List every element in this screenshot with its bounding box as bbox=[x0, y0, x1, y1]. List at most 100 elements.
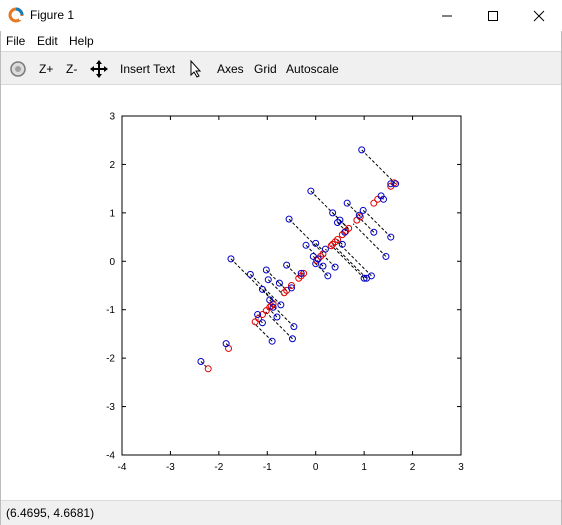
data-point bbox=[343, 199, 351, 207]
y-tick-label: 3 bbox=[109, 112, 115, 123]
projection-line bbox=[331, 245, 365, 279]
maximize-button[interactable] bbox=[470, 0, 516, 31]
window-titlebar: Figure 1 bbox=[0, 0, 562, 31]
scatter-plot[interactable]: -4 -3 -2 -1 0 1 2 3 3 2 1 0 -1 -2 -3 -4 bbox=[1, 85, 561, 500]
data-point bbox=[297, 269, 305, 277]
data-point bbox=[331, 263, 339, 271]
projected-point bbox=[356, 213, 364, 221]
close-icon bbox=[533, 10, 545, 21]
data-point bbox=[367, 272, 375, 280]
projection-line bbox=[289, 286, 292, 289]
data-point bbox=[324, 272, 332, 280]
data-point bbox=[222, 340, 230, 348]
data-point bbox=[392, 180, 400, 188]
figure-canvas[interactable]: -4 -3 -2 -1 0 1 2 3 3 2 1 0 -1 -2 -3 -4 bbox=[1, 85, 561, 500]
x-tick-label: -1 bbox=[263, 462, 272, 473]
data-point bbox=[382, 252, 390, 260]
x-tick-label: 1 bbox=[361, 462, 367, 473]
data-point bbox=[359, 206, 367, 214]
data-point bbox=[288, 284, 295, 292]
cursor-coordinates: (6.4695, 4.6681) bbox=[6, 506, 95, 520]
projected-point bbox=[300, 269, 308, 277]
data-point bbox=[283, 261, 291, 269]
projection-line bbox=[394, 182, 396, 185]
window-border-left bbox=[0, 31, 1, 525]
projected-point bbox=[317, 252, 325, 260]
x-tick-label: 0 bbox=[313, 462, 319, 473]
menu-help[interactable]: Help bbox=[69, 34, 94, 48]
minimize-button[interactable] bbox=[424, 0, 470, 31]
projected-point bbox=[204, 365, 212, 373]
projection-line bbox=[337, 239, 343, 245]
data-point bbox=[197, 358, 205, 366]
projected-point bbox=[329, 240, 337, 248]
projection-line bbox=[249, 274, 277, 301]
projected-point bbox=[331, 238, 339, 246]
maximize-icon bbox=[488, 10, 498, 21]
projection-line bbox=[253, 322, 273, 342]
data-point bbox=[264, 276, 272, 284]
grid-button[interactable]: Grid bbox=[254, 62, 277, 76]
projected-point bbox=[280, 289, 288, 297]
projection-line bbox=[310, 190, 349, 229]
data-point bbox=[336, 216, 344, 224]
y-tick-label: 2 bbox=[109, 160, 115, 171]
figure-toolbar: Z+ Z- Insert Text Axes Grid Autoscale bbox=[0, 51, 562, 85]
projection-line bbox=[337, 222, 347, 232]
projection-line bbox=[362, 210, 366, 213]
rotate-icon[interactable] bbox=[8, 59, 28, 79]
projection-line bbox=[358, 217, 375, 233]
menu-edit[interactable]: Edit bbox=[37, 34, 58, 48]
data-point bbox=[258, 285, 266, 293]
projection-line bbox=[268, 308, 278, 318]
data-point bbox=[268, 337, 276, 345]
menu-file[interactable]: File bbox=[6, 34, 26, 48]
projection-line bbox=[335, 240, 372, 277]
y-tick-label: 0 bbox=[109, 257, 115, 268]
data-point bbox=[288, 335, 296, 343]
data-point bbox=[277, 301, 285, 309]
projection-line bbox=[339, 219, 349, 229]
plot-axes-box bbox=[121, 115, 462, 456]
insert-text-button[interactable]: Insert Text bbox=[120, 62, 176, 76]
data-point bbox=[275, 279, 283, 287]
projected-point bbox=[370, 199, 378, 207]
select-pointer-icon[interactable] bbox=[186, 59, 206, 79]
data-point bbox=[329, 209, 337, 217]
pan-icon[interactable] bbox=[89, 59, 109, 79]
y-tick-label: -3 bbox=[106, 402, 115, 413]
data-point bbox=[314, 255, 322, 263]
data-point bbox=[387, 180, 395, 188]
zoom-in-button[interactable]: Z+ bbox=[39, 62, 54, 76]
projection-line bbox=[352, 223, 387, 257]
data-point bbox=[227, 255, 235, 263]
data-point bbox=[254, 311, 262, 319]
data-point bbox=[387, 233, 395, 241]
projection-line bbox=[264, 311, 293, 340]
data-point bbox=[338, 240, 346, 248]
data-point bbox=[258, 319, 266, 327]
projection-line bbox=[300, 273, 303, 275]
projection-line bbox=[325, 248, 327, 251]
projection-line bbox=[361, 149, 395, 183]
axes-button[interactable]: Axes bbox=[217, 62, 244, 76]
data-point bbox=[285, 215, 293, 223]
y-tick-label: -1 bbox=[106, 305, 115, 316]
autoscale-button[interactable]: Autoscale bbox=[286, 62, 339, 76]
projected-point bbox=[334, 235, 342, 243]
data-point bbox=[380, 195, 388, 203]
data-point bbox=[312, 239, 320, 247]
data-point bbox=[246, 270, 254, 278]
projected-point bbox=[288, 282, 295, 289]
close-button[interactable] bbox=[516, 0, 562, 31]
data-point bbox=[358, 146, 366, 154]
zoom-out-button[interactable]: Z- bbox=[66, 62, 78, 76]
menu-bar: File Edit Help bbox=[0, 31, 562, 51]
projected-point bbox=[313, 256, 321, 264]
data-point bbox=[355, 211, 363, 219]
y-tick-label: -4 bbox=[106, 451, 115, 462]
projected-point bbox=[390, 179, 398, 187]
window-title: Figure 1 bbox=[30, 8, 75, 22]
octave-app-icon bbox=[8, 7, 24, 23]
projection-line bbox=[314, 262, 329, 277]
